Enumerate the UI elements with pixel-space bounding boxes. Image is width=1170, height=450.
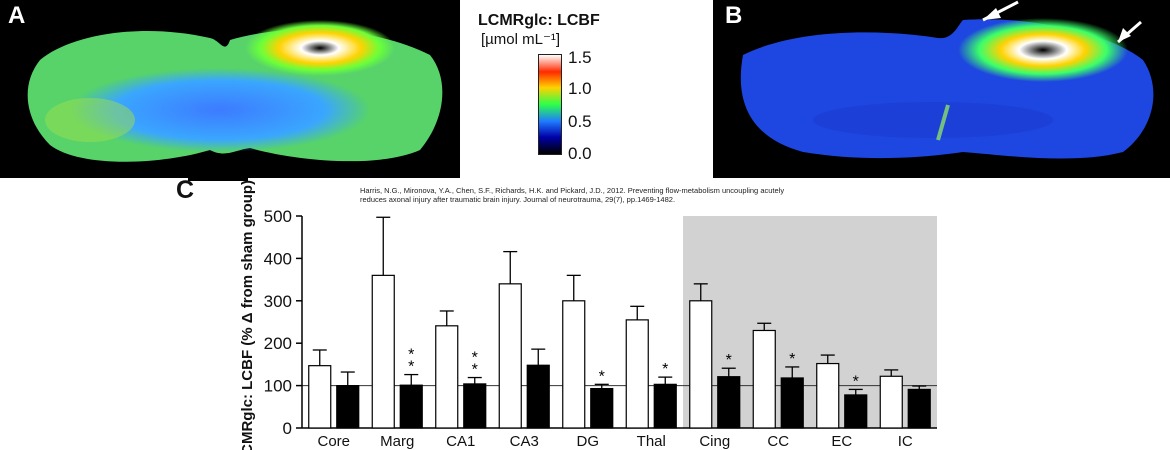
panel-b-label: B (725, 2, 743, 29)
bar (526, 364, 550, 429)
brain-image-b: B (713, 0, 1170, 178)
colorbar-title: LCMRglc: LCBF (478, 12, 600, 29)
x-tick-label: Cing (699, 433, 730, 450)
bar (435, 325, 459, 429)
colorbar-tick-0-0: 0.0 (568, 144, 592, 163)
significance-star: * (853, 373, 859, 390)
panel-a-label: A (8, 2, 26, 29)
x-tick-label: CC (767, 433, 789, 450)
x-tick-label: EC (831, 433, 852, 450)
y-tick-label: 500 (264, 207, 292, 226)
y-tick-label: 400 (264, 249, 292, 268)
bar (625, 319, 649, 429)
colorbar-tick-1-0: 1.0 (568, 79, 592, 98)
x-tick-label: DG (577, 433, 600, 450)
bar (562, 300, 586, 429)
bar (689, 300, 713, 429)
significance-star: * (789, 351, 795, 368)
y-tick-label: 0 (283, 419, 292, 438)
bar (907, 388, 931, 429)
colorbar-tick-0-5: 0.5 (568, 112, 592, 131)
bar (816, 362, 840, 429)
x-tick-label: Thal (637, 433, 666, 450)
x-tick-label: Core (317, 433, 350, 450)
significance-star: * (408, 347, 414, 364)
y-tick-label: 200 (264, 334, 292, 353)
citation-text: Harris, N.G., Mironova, Y.A., Chen, S.F.… (360, 186, 785, 204)
significance-star: * (662, 361, 668, 378)
bar (879, 375, 903, 429)
bar (371, 274, 395, 429)
bar (498, 283, 522, 429)
bar (463, 383, 487, 429)
bar (844, 394, 868, 429)
y-tick-label: 100 (264, 377, 292, 396)
y-tick-label: 300 (264, 292, 292, 311)
bar (308, 365, 332, 429)
bar (780, 377, 804, 429)
x-tick-label: CA3 (510, 433, 539, 450)
y-axis-label: LCMRglc: LCBF (% Δ from sham group) (239, 180, 256, 450)
significance-star: * (726, 352, 732, 369)
colorbar-tick-1-5: 1.5 (568, 48, 592, 67)
significance-star: * (472, 350, 478, 367)
x-tick-label: Marg (380, 433, 414, 450)
brain-section-b-map (740, 0, 1154, 159)
scale-bar (188, 177, 248, 181)
significance-star: * (472, 362, 478, 379)
x-tick-label: CA1 (446, 433, 475, 450)
x-tick-label: IC (898, 433, 913, 450)
colorbar-unit: [µmol mL⁻¹] (481, 31, 561, 48)
bar (590, 387, 614, 429)
brain-section-a-map (27, 20, 443, 162)
bar (399, 384, 423, 429)
panel-c-label: C (176, 176, 195, 204)
bar (336, 385, 360, 429)
colorbar-gradient (538, 54, 562, 155)
bar (717, 376, 741, 429)
significance-star: * (599, 368, 605, 385)
bar (653, 383, 677, 429)
significance-star: * (408, 359, 414, 376)
bar (752, 329, 776, 429)
brain-image-a: A (0, 0, 460, 178)
